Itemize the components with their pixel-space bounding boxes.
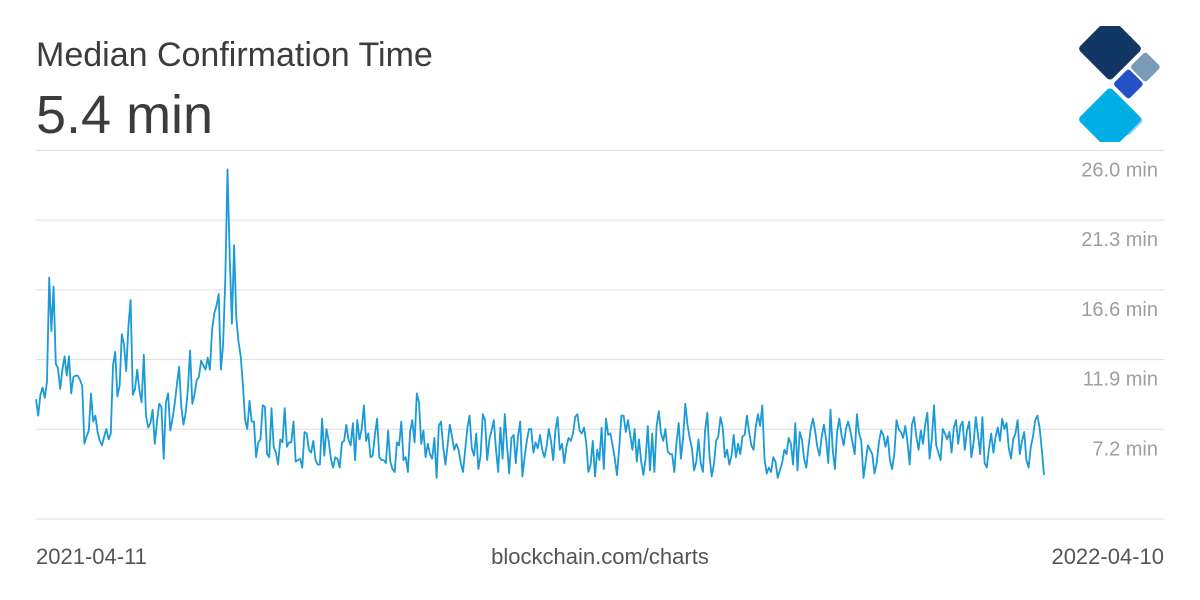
logo-tile-blue bbox=[1114, 69, 1143, 99]
logo-tile-grey bbox=[1131, 52, 1160, 82]
y-tick-label: 21.3 min bbox=[1081, 229, 1158, 251]
y-tick-label: 16.6 min bbox=[1081, 299, 1158, 321]
current-value: 5.4 min bbox=[36, 85, 214, 145]
y-tick-label: 26.0 min bbox=[1081, 159, 1158, 181]
y-tick-label: 11.9 min bbox=[1083, 369, 1158, 391]
blockchain-logo bbox=[1079, 26, 1160, 142]
end-date-label: 2022-04-10 bbox=[1051, 544, 1164, 569]
logo-tile-dark bbox=[1079, 26, 1141, 80]
y-tick-label: 7.2 min bbox=[1092, 438, 1158, 460]
series-line bbox=[35, 168, 1045, 479]
chart-title: Median Confirmation Time bbox=[36, 36, 433, 74]
logo-tile-cyan bbox=[1079, 88, 1141, 142]
start-date-label: 2021-04-11 bbox=[36, 544, 147, 569]
source-link[interactable]: blockchain.com/charts bbox=[491, 544, 709, 569]
